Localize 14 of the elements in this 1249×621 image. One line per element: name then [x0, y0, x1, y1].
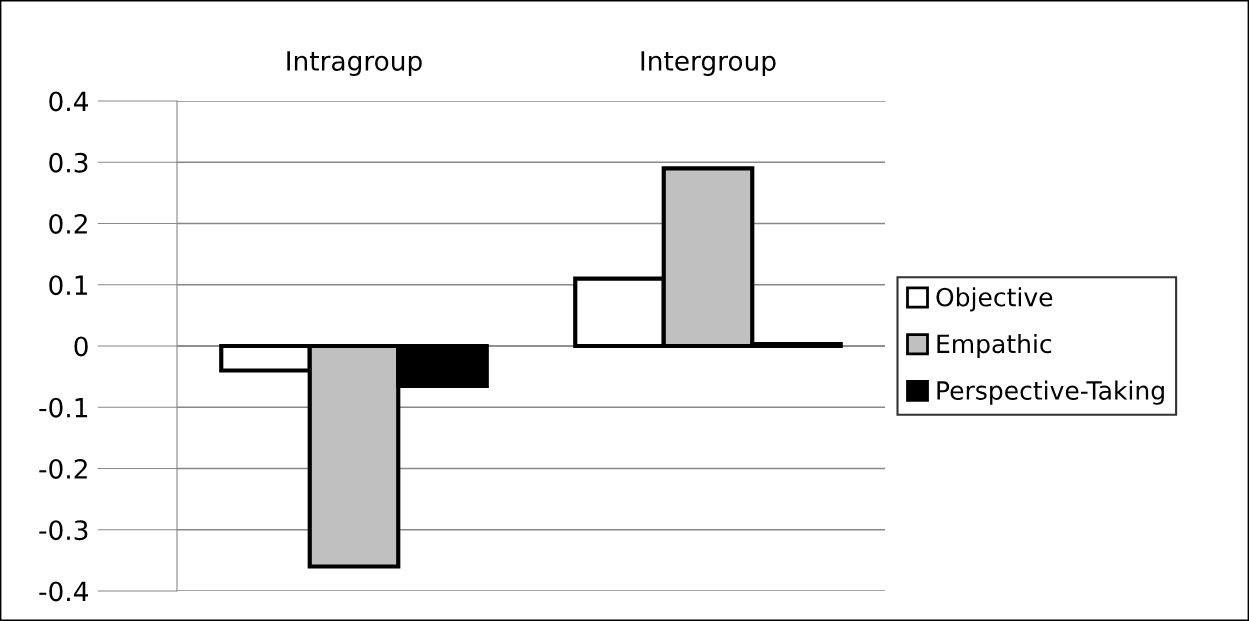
legend-label: Objective: [936, 287, 1053, 312]
y-tick-label: 0: [74, 336, 88, 357]
y-tick-label: 0.4: [49, 91, 89, 112]
legend-label: Empathic: [937, 333, 1052, 359]
legend-label: Perspective-Taking: [937, 380, 1164, 405]
y-tick-label: 0.3: [49, 152, 88, 173]
y-tick-label: -0.2: [39, 458, 87, 479]
y-tick-label: -0.4: [39, 581, 89, 602]
y-tick-label: 0.2: [49, 213, 87, 234]
x-tick-label: Intergroup: [641, 51, 776, 76]
y-tick-label: -0.3: [39, 520, 88, 541]
y-tick-label: -0.1: [39, 397, 88, 418]
x-tick-label: Intragroup: [287, 51, 422, 76]
y-tick-label: 0.1: [49, 275, 88, 296]
